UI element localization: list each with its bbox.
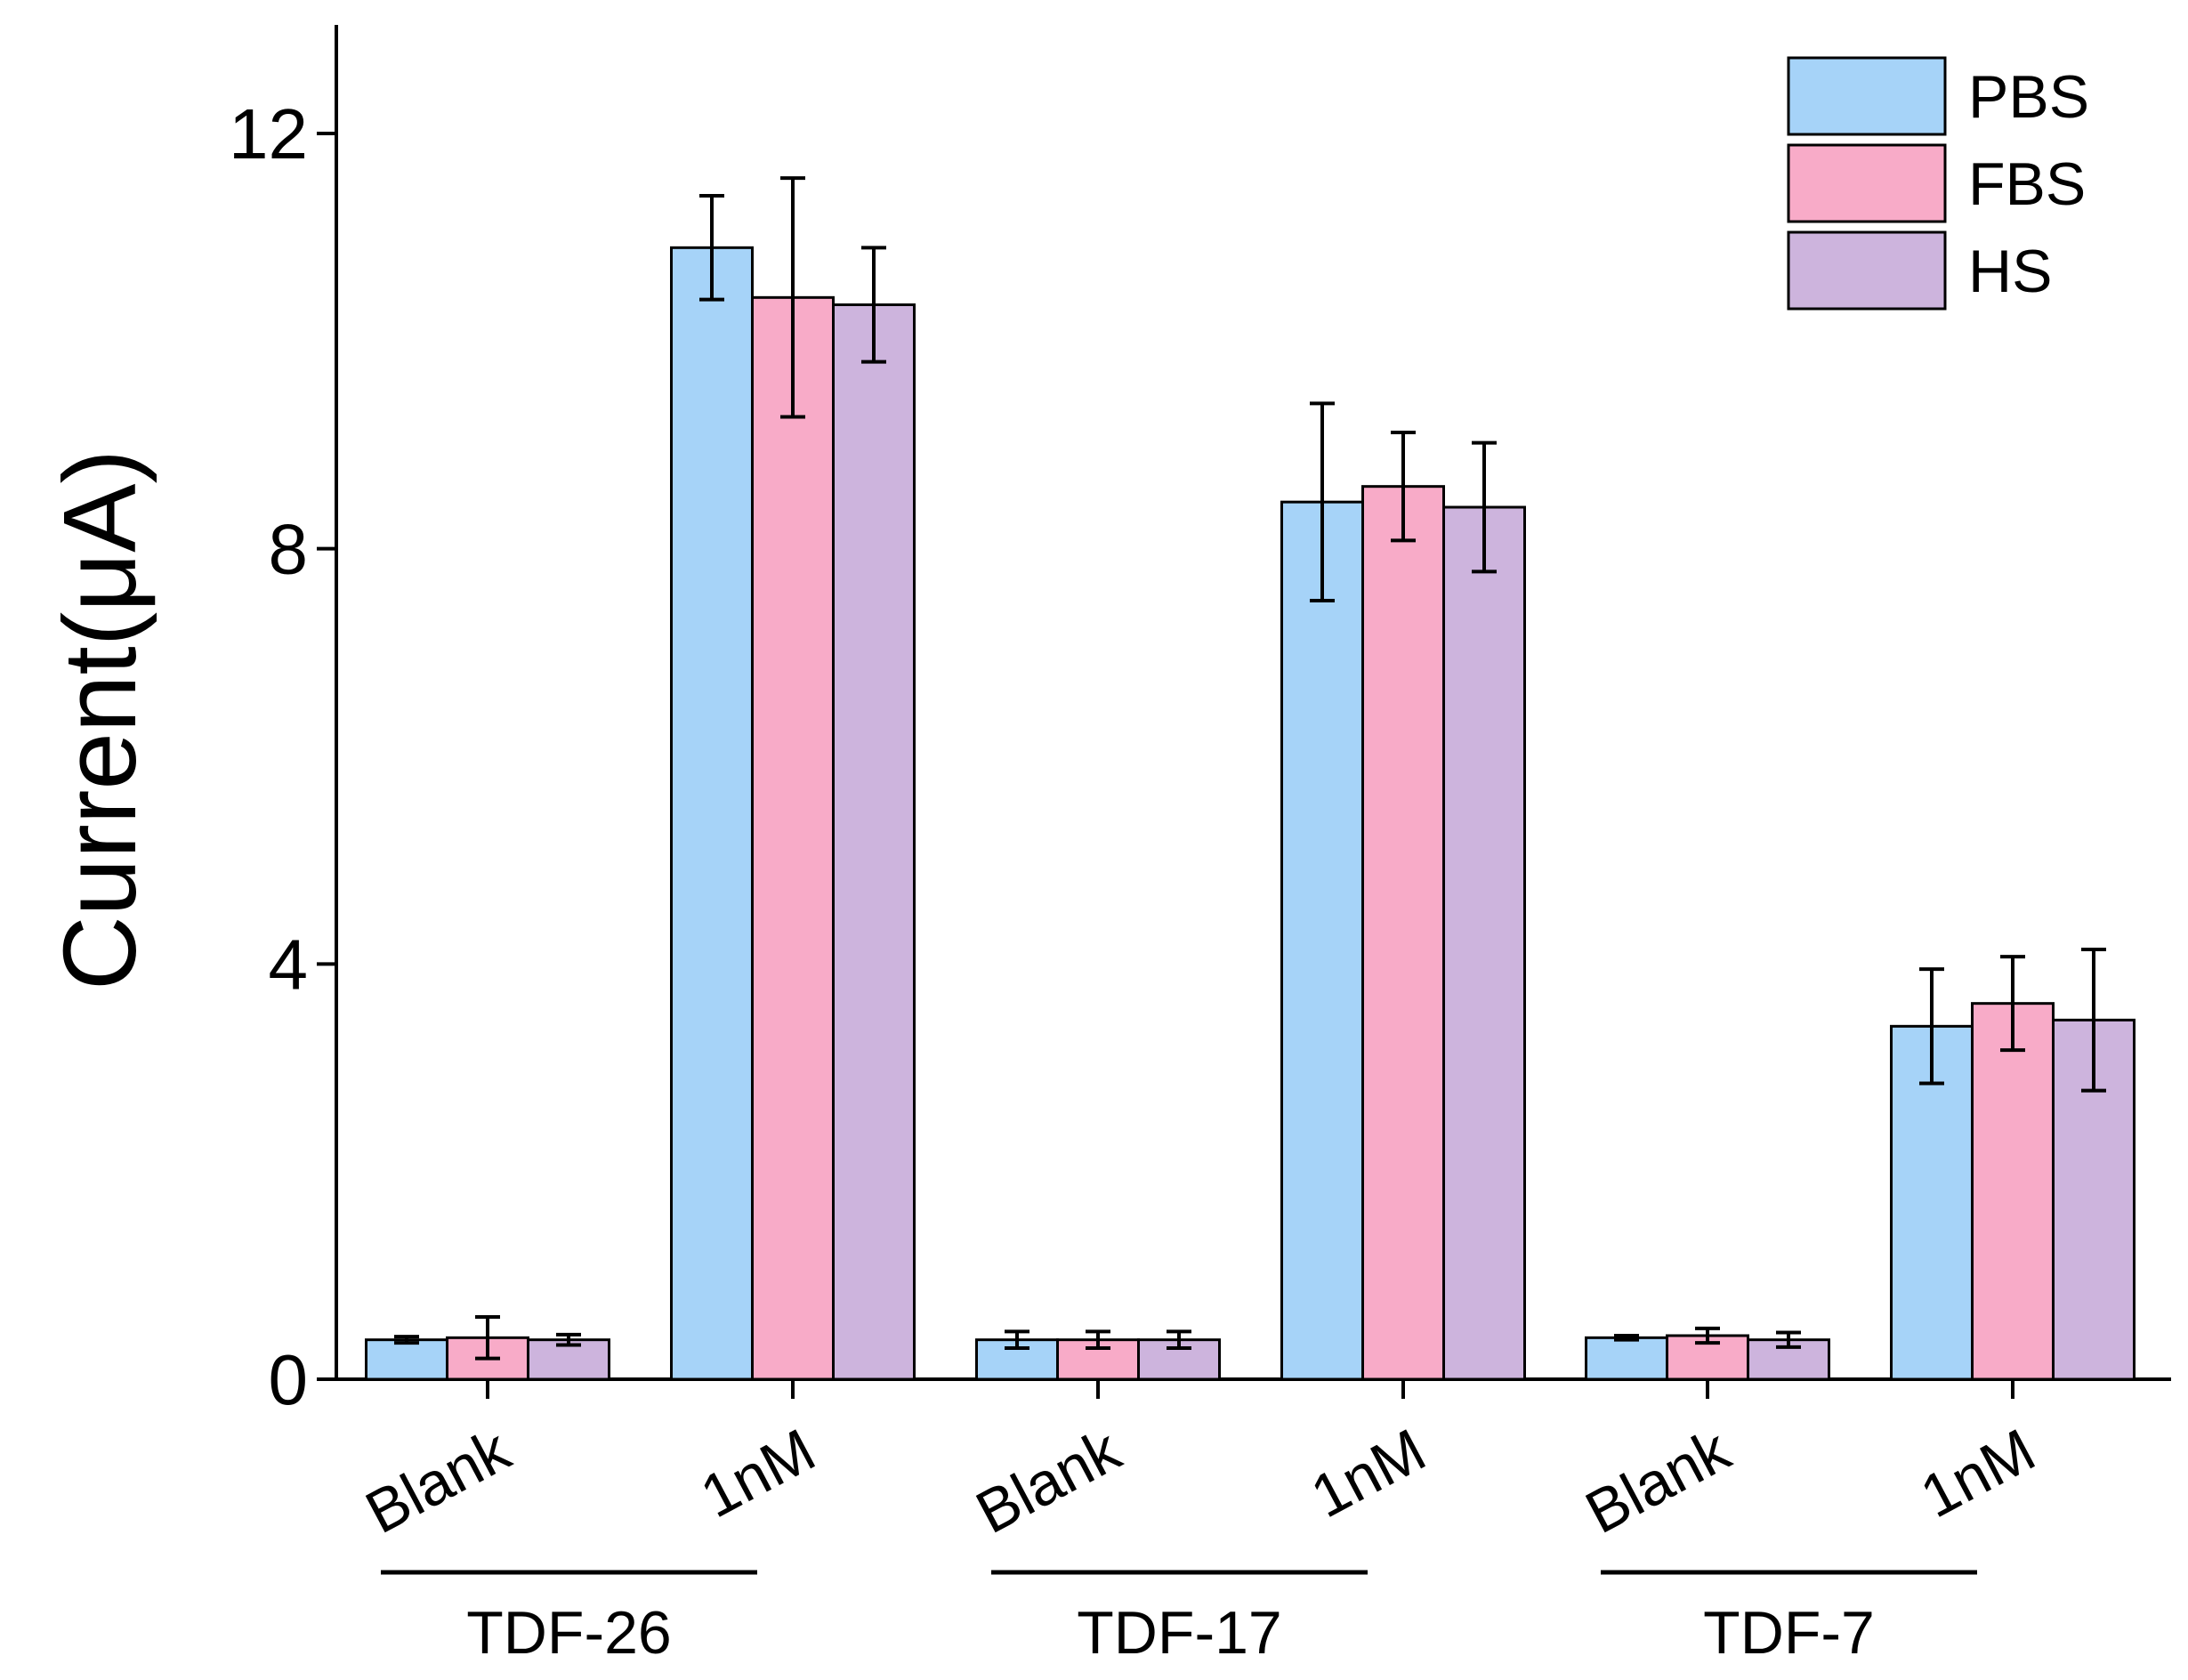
x-tick-label: Blank bbox=[355, 1416, 521, 1547]
y-tick-label: 0 bbox=[269, 1340, 309, 1419]
bar-pbs bbox=[365, 1338, 448, 1381]
group-label: TDF-17 bbox=[1077, 1599, 1281, 1667]
y-tick-label: 12 bbox=[229, 94, 308, 174]
group-label: TDF-7 bbox=[1703, 1599, 1875, 1667]
x-tick-label: 1nM bbox=[690, 1416, 826, 1531]
axis-labels: 0 4 8 12 Current(μA) Blank 1nM Blank 1nM Blank 1nM… bbox=[42, 94, 2046, 1667]
legend: PBS FBS HS bbox=[1787, 56, 2089, 311]
x-tick-label: 1nM bbox=[1910, 1416, 2046, 1531]
group-label: TDF-26 bbox=[466, 1599, 671, 1667]
x-tick-label: Blank bbox=[1575, 1416, 1741, 1547]
bar-pbs bbox=[670, 246, 754, 1381]
y-axis-title: Current(μA) bbox=[42, 449, 157, 990]
legend-swatch-pbs bbox=[1787, 56, 1947, 136]
bar-hs bbox=[1442, 505, 1526, 1381]
bar-fbs bbox=[751, 295, 835, 1381]
bar-pbs bbox=[1585, 1336, 1668, 1381]
error-bars bbox=[394, 176, 2106, 1361]
legend-label-hs: HS bbox=[1968, 238, 2052, 305]
axes bbox=[317, 25, 2171, 1575]
bar-fbs bbox=[1361, 485, 1445, 1381]
legend-swatch-hs bbox=[1787, 230, 1947, 311]
legend-label-pbs: PBS bbox=[1968, 63, 2089, 131]
bars bbox=[365, 246, 2136, 1381]
bar-fbs bbox=[1971, 1002, 2055, 1381]
x-tick-label: Blank bbox=[965, 1416, 1132, 1547]
bar-pbs bbox=[1280, 500, 1364, 1381]
legend-swatch-fbs bbox=[1787, 143, 1947, 223]
y-tick-label: 8 bbox=[269, 510, 309, 589]
x-tick-label: 1nM bbox=[1301, 1416, 1436, 1531]
legend-label-fbs: FBS bbox=[1968, 150, 2086, 218]
y-tick-label: 4 bbox=[269, 925, 309, 1004]
bar-hs bbox=[832, 303, 916, 1381]
